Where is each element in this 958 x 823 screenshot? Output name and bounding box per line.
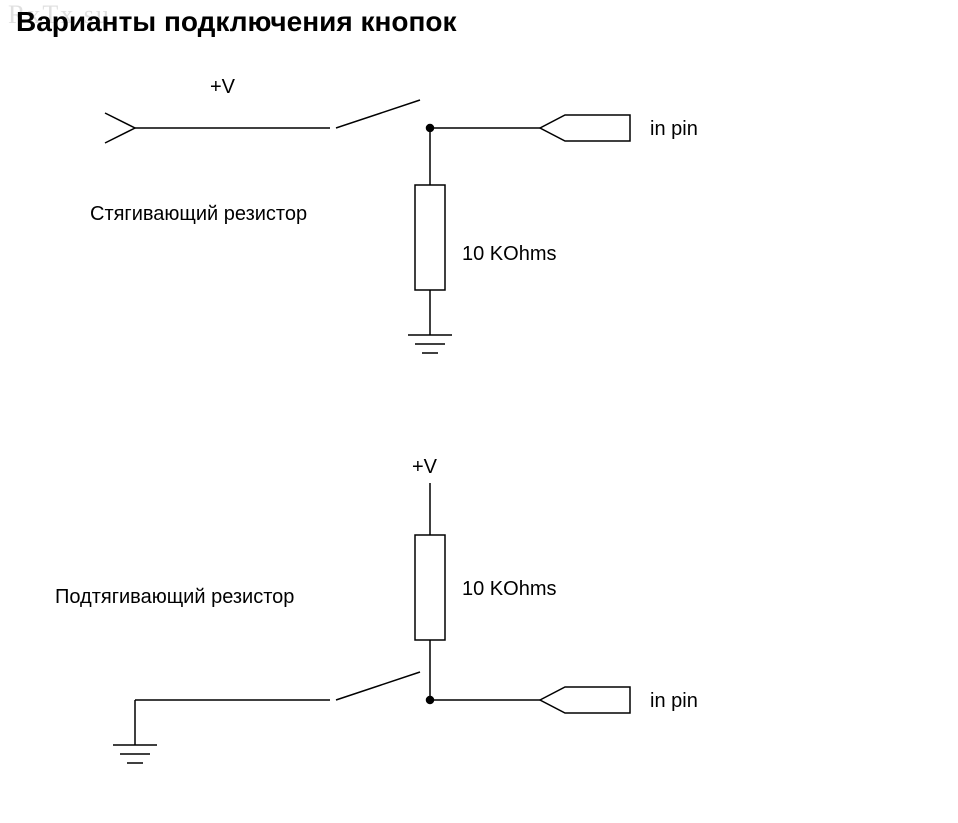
- circuit-pullup: [113, 483, 630, 763]
- label-resistor-value-1: 10 KOhms: [462, 243, 556, 265]
- label-resistor-name-2: Подтягивающий резистор: [55, 586, 294, 608]
- v-source-arrow: [105, 113, 135, 143]
- in-pin-tag: [540, 687, 630, 713]
- label-in-pin-2: in pin: [650, 690, 698, 712]
- switch-arm: [336, 672, 420, 700]
- label-v-plus-2: +V: [412, 456, 438, 478]
- resistor-symbol: [415, 535, 445, 640]
- label-resistor-name-1: Стягивающий резистор: [90, 203, 307, 225]
- label-v-plus-1: +V: [210, 76, 236, 98]
- label-resistor-value-2: 10 KOhms: [462, 578, 556, 600]
- resistor-symbol: [415, 185, 445, 290]
- switch-arm: [336, 100, 420, 128]
- label-in-pin-1: in pin: [650, 118, 698, 140]
- schematic-canvas: +V Стягивающий резистор 10 KOhms in pin …: [0, 0, 958, 818]
- ground-symbol: [113, 745, 157, 763]
- ground-symbol: [408, 335, 452, 353]
- in-pin-tag: [540, 115, 630, 141]
- circuit-pulldown: [105, 100, 630, 353]
